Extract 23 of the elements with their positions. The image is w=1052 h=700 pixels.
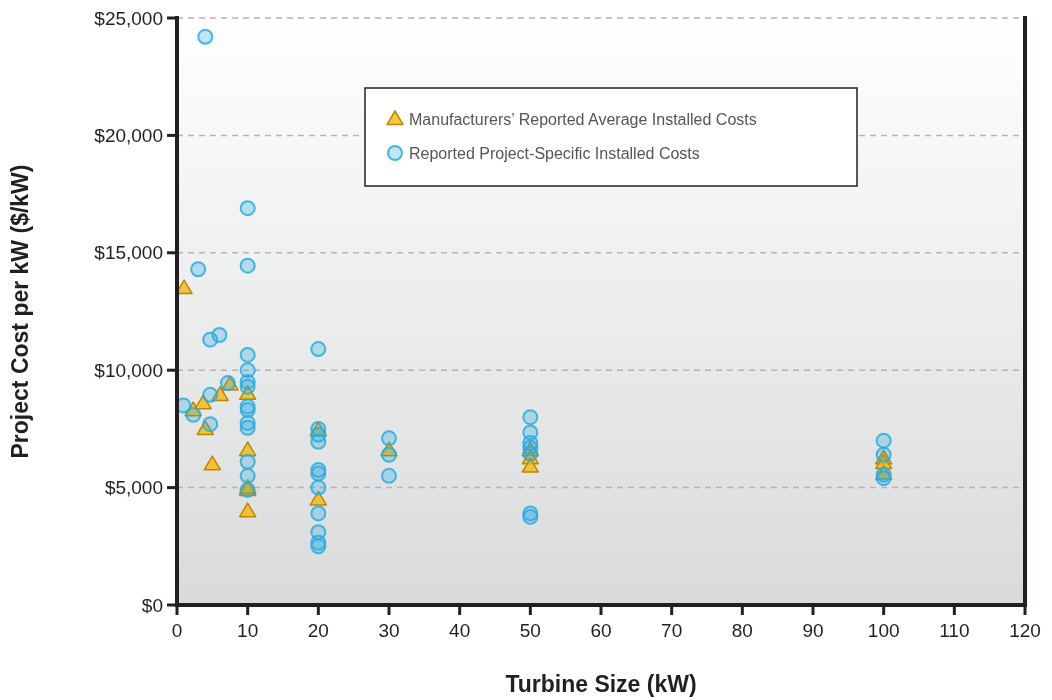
x-tick-label: 80 bbox=[731, 620, 753, 641]
x-axis-title: Turbine Size (kW) bbox=[505, 671, 697, 697]
x-tick-label: 30 bbox=[378, 620, 400, 641]
x-tick-label: 70 bbox=[661, 620, 683, 641]
x-tick-label: 40 bbox=[449, 620, 471, 641]
x-tick-label: 10 bbox=[237, 620, 259, 641]
x-tick-label: 120 bbox=[1009, 620, 1041, 641]
y-tick-label: $0 bbox=[141, 594, 163, 616]
x-tick-label: 50 bbox=[519, 620, 541, 641]
y-tick-label: $10,000 bbox=[94, 359, 163, 381]
x-tick-label: 100 bbox=[867, 620, 900, 641]
y-axis-title: Project Cost per kW ($/kW) bbox=[7, 164, 33, 459]
x-tick-label: 110 bbox=[939, 620, 970, 641]
legend-label: Reported Project-Specific Installed Costs bbox=[409, 144, 700, 162]
y-tick-label: $25,000 bbox=[94, 7, 163, 29]
x-tick-label: 0 bbox=[171, 620, 183, 641]
legend-label: Manufacturers’ Reported Average Installed Costs bbox=[409, 110, 757, 128]
x-tick-label: 60 bbox=[590, 620, 612, 641]
y-tick-label: $20,000 bbox=[94, 125, 163, 147]
x-tick-label: 20 bbox=[307, 620, 329, 641]
y-tick-label: $15,000 bbox=[94, 242, 163, 264]
x-tick-label: 90 bbox=[802, 620, 824, 641]
y-tick-label: $5,000 bbox=[104, 477, 163, 499]
